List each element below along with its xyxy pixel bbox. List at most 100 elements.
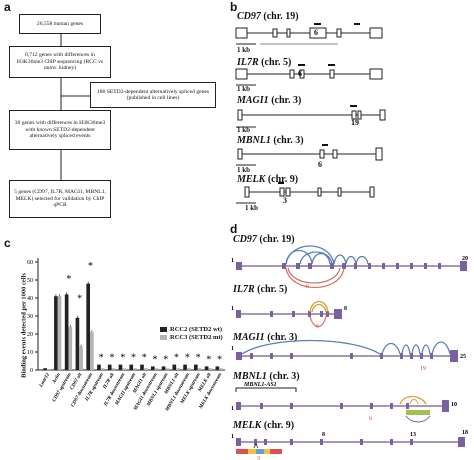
legend-label-rcc3: RCC3 (SETD2 mt): [170, 334, 223, 341]
flow-box-5-genes: 5 genes (CD97, IL7R, MAGI1, MBNL1, MELK)…: [9, 180, 111, 218]
magi1-track: [236, 339, 458, 362]
gene-structure-mbnl1-b: [236, 144, 383, 166]
significance-mark: *: [185, 353, 190, 364]
flow-box-30-genes-text: 30 genes with differences in H3K36me3 wi…: [14, 120, 106, 140]
chart-legend: RCC2 (SETD2 wt) RCC3 (SETD2 mt): [160, 326, 223, 341]
bar: [186, 368, 191, 370]
flow-box-chip-seq-text: 6,712 genes with differences in H3K36me3…: [16, 52, 104, 72]
panel-c-letter: c: [4, 236, 11, 250]
cd97-start-label: 1: [231, 258, 234, 264]
melk-mid2-label: 13: [410, 432, 416, 438]
significance-mark: *: [109, 353, 114, 364]
cd97-exon-label: 6: [306, 284, 309, 290]
y-tick-label: 10: [27, 350, 33, 356]
y-tick-label: 40: [27, 296, 33, 302]
il7r-track: [236, 300, 342, 328]
significance-mark: *: [66, 274, 71, 285]
bar: [54, 296, 58, 370]
gene-title-melk-b: MELK (chr. 9): [237, 174, 299, 185]
legend-item-rcc2: RCC2 (SETD2 wt): [160, 326, 223, 333]
gene-structure-il7r-b: [235, 64, 383, 86]
gene-title-mbnl1-d: MBNL1 (chr. 3): [233, 371, 300, 382]
gene-title-il7r-d: IL7R (chr. 5): [233, 284, 288, 295]
mbnl1-start-label: 1: [231, 406, 234, 412]
y-tick-label: 30: [27, 314, 33, 320]
significance-mark: *: [153, 354, 158, 365]
mbnl1-antisense-label: MBNL1-AS1: [243, 382, 277, 388]
significance-mark: *: [163, 354, 168, 365]
flow-box-genes: 26,558 human genes: [19, 14, 101, 34]
gene-title-cd97-b: CD97 (chr. 19): [237, 11, 299, 22]
gene-title-magi1-b: MAGI1 (chr. 3): [237, 95, 302, 106]
magi1-end-label: 25: [460, 354, 466, 360]
bar: [215, 366, 220, 370]
significance-mark: *: [88, 261, 93, 272]
exon-label-mbnl1-b: 6: [318, 160, 322, 169]
gene-title-melk-d: MELK (chr. 9): [233, 420, 295, 431]
bar: [68, 326, 73, 370]
y-tick-label: 20: [27, 332, 33, 338]
significance-mark: *: [217, 354, 222, 365]
x-tick-label: Actin: [51, 372, 61, 385]
cd97-end-label: 20: [462, 256, 468, 262]
legend-swatch-rcc2: [160, 327, 167, 332]
bar: [154, 368, 159, 370]
flow-box-30-genes: 30 genes with differences in H3K36me3 wi…: [9, 110, 111, 150]
il7r-end-label: 8: [344, 306, 347, 312]
gene-structure-melk-b: [236, 182, 375, 204]
bar: [150, 366, 155, 370]
il7r-start-label: 1: [231, 306, 234, 312]
panel-a-flow-lines: [60, 34, 90, 180]
gene-title-magi1-d: MAGI1 (chr. 3): [233, 332, 298, 343]
melk-start-label: 1: [231, 434, 234, 440]
exon-label-il7r-b: 6: [298, 69, 302, 78]
bar: [86, 283, 91, 370]
flow-box-splicing-text: 186 SETD2-dependent alternatively splice…: [96, 88, 210, 101]
gene-title-il7r-b: IL7R (chr. 5): [237, 57, 292, 68]
scale-label-cd97: 1 kb: [237, 46, 251, 54]
flow-box-5-genes-text: 5 genes (CD97, IL7R, MAGI1, MBNL1, MELK)…: [14, 189, 106, 209]
significance-mark: *: [131, 353, 136, 364]
flow-box-chip-seq: 6,712 genes with differences in H3K36me3…: [9, 46, 111, 78]
scale-label-mbnl1: 1 kb: [237, 166, 251, 174]
gene-structure-magi1-b: [236, 105, 386, 128]
legend-swatch-rcc3: [160, 335, 167, 340]
bar: [79, 346, 83, 370]
mbnl1-exon-label: 6: [369, 416, 372, 422]
bar: [111, 368, 116, 370]
bar: [140, 364, 144, 370]
panel-d-letter: d: [230, 222, 238, 236]
legend-item-rcc3: RCC3 (SETD2 mt): [160, 334, 223, 341]
bar: [143, 368, 148, 370]
bar: [90, 332, 94, 370]
exon-label-melk-b: 3: [283, 196, 287, 205]
bar: [204, 366, 209, 370]
melk-end-label: 18: [462, 430, 468, 436]
mbnl1-track: MBNL1-AS1: [235, 382, 449, 423]
gene-structure-cd97-b: [235, 23, 383, 45]
bar: [107, 364, 112, 370]
gene-title-mbnl1-b: MBNL1 (chr. 3): [237, 135, 304, 146]
bar: [75, 317, 80, 370]
il7r-exon-label: 6: [316, 324, 319, 330]
melk-mid1-label: 8: [322, 432, 325, 438]
magi1-exon-label: 19: [420, 366, 426, 372]
bar: [118, 364, 123, 370]
bar: [43, 368, 47, 370]
magi1-start-label: 1: [231, 346, 234, 352]
mbnl1-end-label: 10: [451, 402, 457, 408]
x-tick-label: Lmtr12: [39, 372, 52, 389]
flow-box-splicing: 186 SETD2-dependent alternatively splice…: [90, 82, 216, 108]
legend-label-rcc2: RCC2 (SETD2 wt): [170, 326, 222, 333]
y-tick-label: 60: [27, 260, 33, 266]
bar: [208, 368, 213, 370]
bar: [57, 296, 62, 370]
exon-label-cd97-b: 6: [314, 28, 318, 37]
scale-label-il7r: 1 kb: [237, 85, 251, 93]
bar: [122, 368, 126, 370]
y-tick-label: 0: [30, 368, 33, 374]
scale-label-melk: 1 kb: [245, 204, 259, 212]
bar: [172, 364, 177, 370]
melk-track: [236, 437, 465, 454]
